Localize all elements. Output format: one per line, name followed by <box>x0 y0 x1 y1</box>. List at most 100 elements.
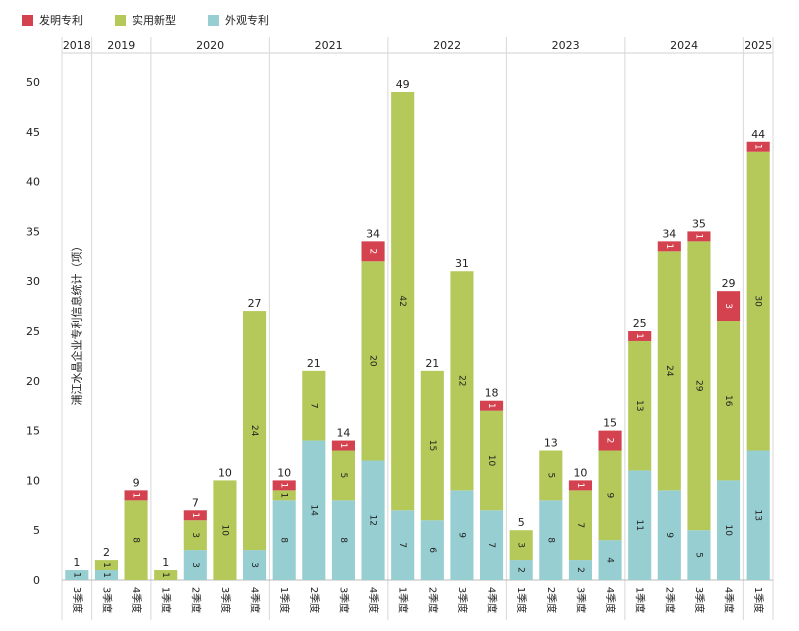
bar-total-label: 15 <box>603 417 617 430</box>
segment-value-label: 5 <box>545 473 555 479</box>
segment-value-label: 9 <box>456 532 466 538</box>
y-tick-label: 5 <box>33 524 40 537</box>
segment-value-label: 8 <box>338 537 348 543</box>
bar-segment <box>480 400 504 411</box>
bar-segment <box>272 490 296 501</box>
bar-segment <box>94 570 118 580</box>
x-tick-label: 3季度 <box>337 587 350 613</box>
segment-value-label: 1 <box>101 562 111 568</box>
x-tick-label: 4季度 <box>604 587 617 613</box>
bar-segment <box>598 450 622 541</box>
y-axis-label: 浦江水晶企业专利信息统计（项） <box>70 240 84 406</box>
legend-item-design: 外观专利 <box>208 12 269 28</box>
legend-swatch-utility <box>115 14 126 26</box>
x-tick-label: 3季度 <box>71 587 84 613</box>
bar-total-label: 10 <box>218 466 232 479</box>
bar-total-label: 14 <box>336 427 350 440</box>
bar-segment <box>183 550 207 580</box>
segment-value-label: 7 <box>308 403 318 409</box>
segment-value-label: 1 <box>101 572 111 578</box>
bar-total-label: 21 <box>307 357 321 370</box>
bar-segment <box>687 530 711 580</box>
bar-total-label: 10 <box>573 466 587 479</box>
bar-segment <box>272 500 296 580</box>
bar-segment <box>183 510 207 521</box>
segment-value-label: 1 <box>71 572 81 578</box>
bar-segment <box>687 231 711 242</box>
year-label: 2019 <box>107 39 135 52</box>
year-label: 2020 <box>196 39 224 52</box>
segment-value-label: 2 <box>516 567 526 573</box>
y-tick-label: 10 <box>26 474 40 487</box>
segment-value-label: 8 <box>131 537 141 543</box>
bar-segment <box>539 450 563 501</box>
segment-value-label: 8 <box>545 537 555 543</box>
bar-segment <box>420 370 444 521</box>
bar-total-label: 34 <box>366 227 380 240</box>
x-tick-label: 1季度 <box>634 587 647 613</box>
segment-value-label: 13 <box>753 510 763 521</box>
legend-label-invention: 发明专利 <box>39 14 83 27</box>
bar-segment <box>598 540 622 580</box>
bar-segment <box>746 151 770 451</box>
segment-value-label: 10 <box>723 524 733 536</box>
segment-value-label: 3 <box>516 542 526 548</box>
bar-total-label: 35 <box>692 217 706 230</box>
segment-value-label: 1 <box>338 443 348 449</box>
bar-segment <box>717 480 741 580</box>
bar-total-label: 29 <box>722 277 736 290</box>
bar-segment <box>480 410 504 511</box>
bar-total-label: 49 <box>396 78 410 91</box>
legend-item-utility: 实用新型 <box>115 12 176 28</box>
bar-segment <box>598 430 622 451</box>
segment-value-label: 15 <box>427 440 437 451</box>
bar-segment <box>717 321 741 481</box>
bar-total-label: 9 <box>133 476 140 489</box>
bar-segment <box>717 291 741 322</box>
segment-value-label: 42 <box>397 295 407 306</box>
bar-segment <box>331 500 355 580</box>
bar-segment <box>628 340 652 471</box>
x-tick-label: 3季度 <box>574 587 587 613</box>
bar-segment <box>568 490 592 561</box>
bar-segment <box>243 311 267 551</box>
bar-segment <box>480 510 504 580</box>
bar-segment <box>450 271 474 491</box>
segment-value-label: 2 <box>368 248 378 254</box>
segment-value-label: 1 <box>753 144 763 150</box>
bar-segment <box>450 490 474 580</box>
bar-segment <box>539 500 563 580</box>
segment-value-label: 14 <box>308 505 318 517</box>
bar-segment <box>687 241 711 531</box>
segment-value-label: 1 <box>664 243 674 249</box>
bar-total-label: 5 <box>518 516 525 529</box>
segment-value-label: 29 <box>693 380 703 392</box>
bar-segment <box>509 560 533 580</box>
segment-value-label: 16 <box>723 395 733 407</box>
y-tick-label: 35 <box>26 225 40 238</box>
bar-segment <box>243 550 267 580</box>
bar-total-label: 18 <box>485 387 499 400</box>
x-tick-label: 3季度 <box>693 587 706 613</box>
bar-segment <box>657 241 681 252</box>
year-label: 2022 <box>433 39 461 52</box>
legend-swatch-invention <box>22 14 33 26</box>
year-label: 2025 <box>744 39 772 52</box>
x-tick-label: 4季度 <box>130 587 143 613</box>
segment-value-label: 11 <box>634 519 644 530</box>
segment-value-label: 22 <box>456 375 466 386</box>
bar-total-label: 31 <box>455 257 469 270</box>
segment-value-label: 10 <box>219 524 229 536</box>
segment-value-label: 6 <box>427 547 437 553</box>
bar-segment <box>65 570 89 580</box>
bar-total-label: 27 <box>248 297 262 310</box>
x-tick-label: 3季度 <box>456 587 469 613</box>
segment-value-label: 12 <box>368 515 378 526</box>
segment-value-label: 7 <box>397 542 407 548</box>
segment-value-label: 3 <box>190 562 200 568</box>
segment-value-label: 1 <box>486 403 496 409</box>
legend-label-utility: 实用新型 <box>132 14 176 27</box>
bar-total-label: 34 <box>662 227 676 240</box>
x-tick-label: 1季度 <box>278 587 291 613</box>
